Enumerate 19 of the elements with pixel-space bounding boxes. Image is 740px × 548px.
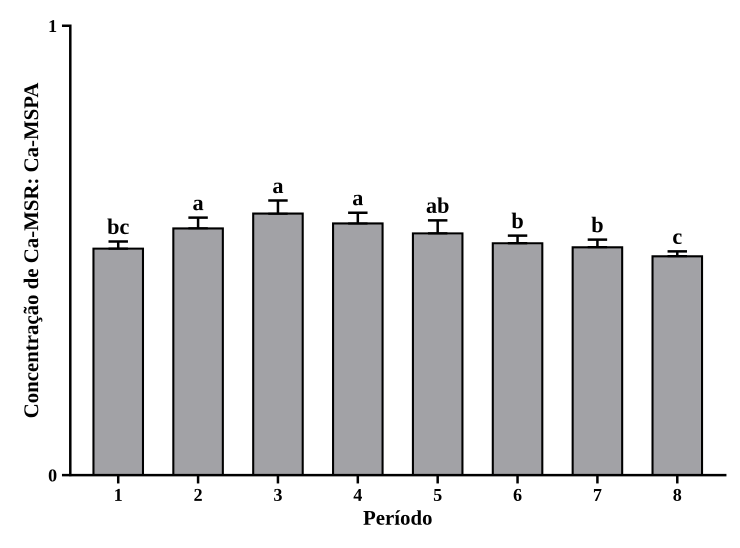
x-tick-label: 8: [673, 488, 682, 502]
x-tick-label: 1: [115, 488, 122, 501]
annotation: a: [352, 194, 364, 206]
y-axis-title: Concentração de Ca-MSR: Ca-MSPA: [24, 82, 42, 418]
x-tick-label: 3: [274, 488, 282, 502]
annotation: a: [193, 200, 204, 210]
x-tick-label: 5: [434, 489, 442, 502]
annotation: ab: [426, 197, 449, 214]
x-axis-title: Período: [363, 510, 432, 525]
annotation: b: [592, 216, 603, 232]
y-tick-label: 0: [48, 469, 56, 482]
x-tick-label: 7: [594, 489, 602, 501]
annotation: bc: [107, 218, 129, 234]
x-tick-label: 4: [354, 488, 362, 501]
x-tick-label: 6: [514, 488, 522, 502]
annotation: c: [673, 233, 682, 244]
x-tick-label: 2: [194, 488, 202, 501]
annotation: a: [273, 182, 284, 194]
annotation: b: [512, 212, 523, 228]
